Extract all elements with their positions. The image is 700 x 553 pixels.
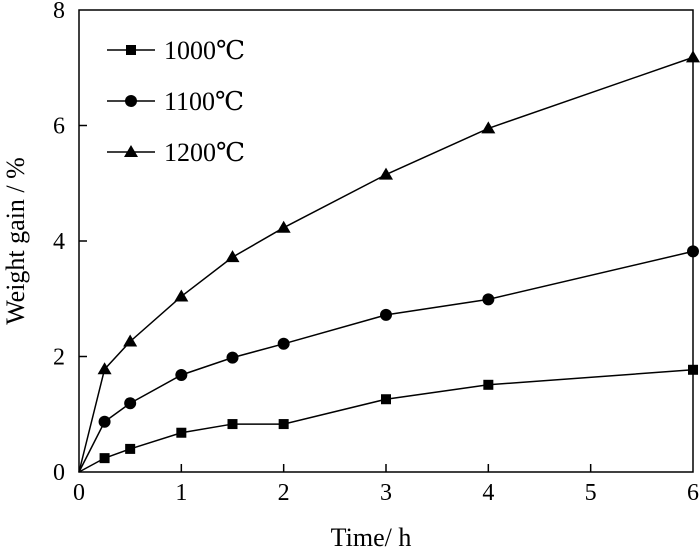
y-tick-label: 8 bbox=[53, 0, 65, 24]
y-axis-label: Weight gain / % bbox=[1, 157, 30, 325]
y-tick-label: 2 bbox=[53, 345, 65, 371]
series-layer bbox=[78, 50, 700, 473]
series-3 bbox=[78, 50, 700, 473]
y-tick-label: 6 bbox=[53, 114, 65, 140]
data-point bbox=[381, 394, 391, 405]
x-tick-label: 5 bbox=[585, 480, 597, 506]
data-point bbox=[278, 419, 289, 430]
data-point bbox=[380, 308, 392, 321]
series-line bbox=[78, 56, 694, 473]
legend-item: 1200℃ bbox=[107, 138, 245, 167]
data-point bbox=[483, 379, 494, 390]
legend-item: 1100℃ bbox=[107, 87, 244, 116]
series-line bbox=[78, 369, 694, 473]
y-tick-label: 0 bbox=[53, 460, 65, 486]
series-line bbox=[78, 250, 694, 473]
data-point bbox=[686, 50, 700, 63]
data-point bbox=[225, 250, 240, 263]
data-point bbox=[481, 121, 496, 134]
data-point bbox=[98, 415, 111, 428]
legend-marker bbox=[124, 145, 138, 157]
data-point bbox=[123, 334, 138, 347]
legend-marker bbox=[126, 45, 136, 55]
legend: 1000℃ 1100℃ 1200℃ bbox=[107, 36, 245, 167]
data-point bbox=[276, 220, 291, 233]
data-point bbox=[176, 427, 187, 438]
data-point bbox=[227, 419, 238, 430]
data-point bbox=[125, 443, 136, 454]
x-tick-label: 2 bbox=[278, 480, 290, 506]
data-point bbox=[124, 397, 137, 410]
x-axis-label: Time/ h bbox=[331, 523, 412, 552]
data-point bbox=[379, 167, 393, 180]
data-point bbox=[482, 293, 495, 306]
series-1 bbox=[78, 364, 698, 473]
legend-label: 1100℃ bbox=[164, 87, 244, 116]
x-tick-label: 3 bbox=[380, 480, 392, 506]
data-point bbox=[174, 289, 189, 302]
x-tick-label: 0 bbox=[73, 480, 85, 506]
data-point bbox=[277, 337, 290, 350]
x-axis-ticks: 0 1 2 3 4 5 6 bbox=[73, 464, 699, 506]
data-point bbox=[175, 368, 188, 381]
legend-item: 1000℃ bbox=[107, 36, 245, 65]
legend-label: 1000℃ bbox=[164, 36, 245, 65]
legend-label: 1200℃ bbox=[164, 138, 245, 167]
legend-marker bbox=[125, 95, 137, 107]
data-point bbox=[687, 245, 699, 258]
x-tick-label: 4 bbox=[482, 480, 494, 506]
series-2 bbox=[78, 245, 699, 473]
data-point bbox=[226, 351, 239, 364]
y-tick-label: 4 bbox=[53, 229, 65, 255]
data-point bbox=[99, 453, 110, 464]
x-tick-label: 1 bbox=[175, 480, 187, 506]
y-axis-ticks: 0 2 4 6 8 bbox=[53, 0, 87, 486]
data-point bbox=[688, 364, 698, 375]
x-tick-label: 6 bbox=[687, 480, 699, 506]
data-point bbox=[97, 362, 112, 375]
